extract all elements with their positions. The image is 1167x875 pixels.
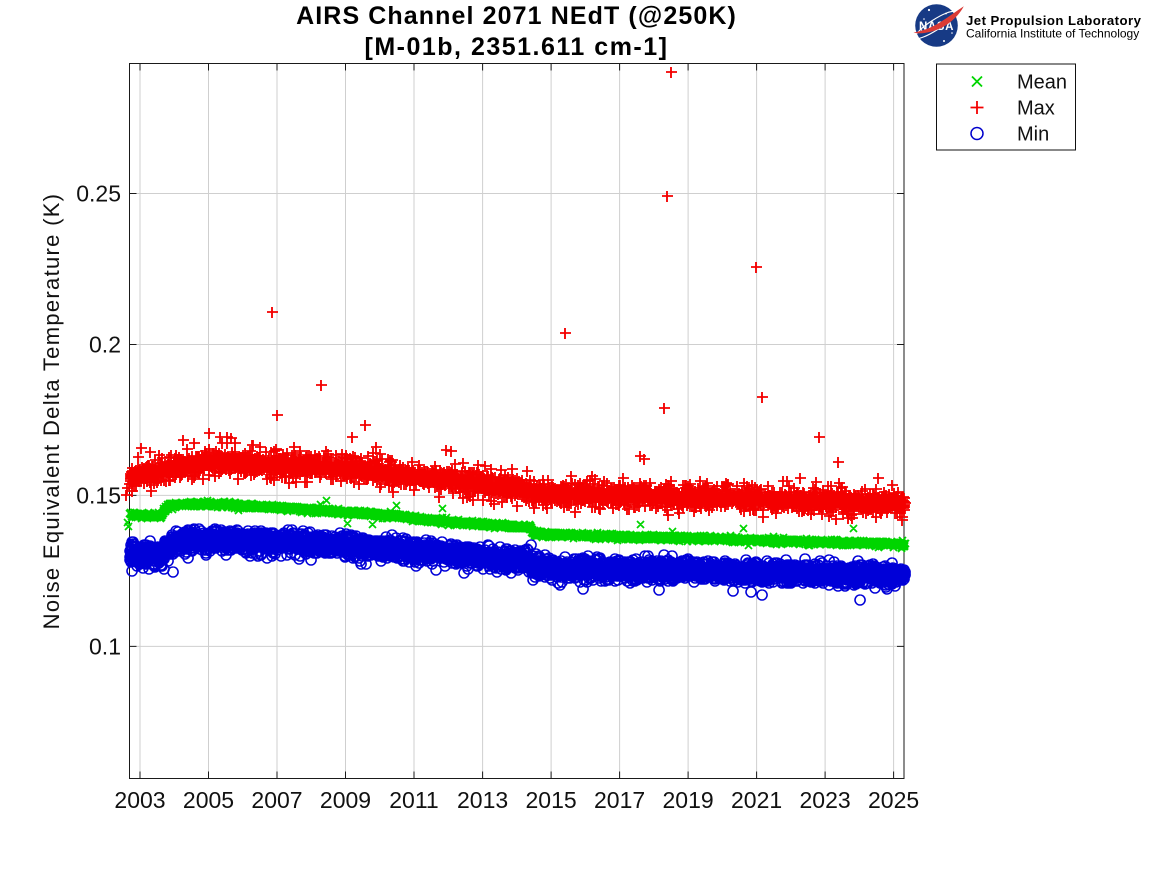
svg-text:0.2: 0.2 [89,332,121,358]
svg-text:AIRS Channel 2071 NEdT (@250K): AIRS Channel 2071 NEdT (@250K) [296,2,737,30]
svg-text:2011: 2011 [389,787,438,813]
svg-text:Min: Min [1017,124,1049,146]
svg-text:California Institute of Techno: California Institute of Technology [966,27,1139,41]
svg-text:2015: 2015 [526,787,577,813]
svg-text:Jet Propulsion Laboratory: Jet Propulsion Laboratory [966,13,1142,28]
svg-text:0.1: 0.1 [89,634,121,660]
svg-text:[M-01b, 2351.611 cm-1]: [M-01b, 2351.611 cm-1] [365,33,669,61]
svg-text:0.25: 0.25 [76,181,121,207]
svg-text:2005: 2005 [183,787,234,813]
svg-text:Mean: Mean [1017,72,1067,94]
svg-text:0.15: 0.15 [76,483,121,509]
svg-text:2017: 2017 [594,787,645,813]
svg-text:2019: 2019 [663,787,714,813]
svg-text:Max: Max [1017,98,1055,120]
svg-text:2023: 2023 [800,787,851,813]
svg-text:2009: 2009 [320,787,371,813]
svg-text:2013: 2013 [457,787,508,813]
svg-text:2003: 2003 [114,787,165,813]
svg-text:Noise Equivalent Delta Tempera: Noise Equivalent Delta Temperature (K) [39,193,64,630]
svg-text:2021: 2021 [731,787,782,813]
svg-text:2007: 2007 [251,787,302,813]
svg-text:2025: 2025 [868,787,919,813]
